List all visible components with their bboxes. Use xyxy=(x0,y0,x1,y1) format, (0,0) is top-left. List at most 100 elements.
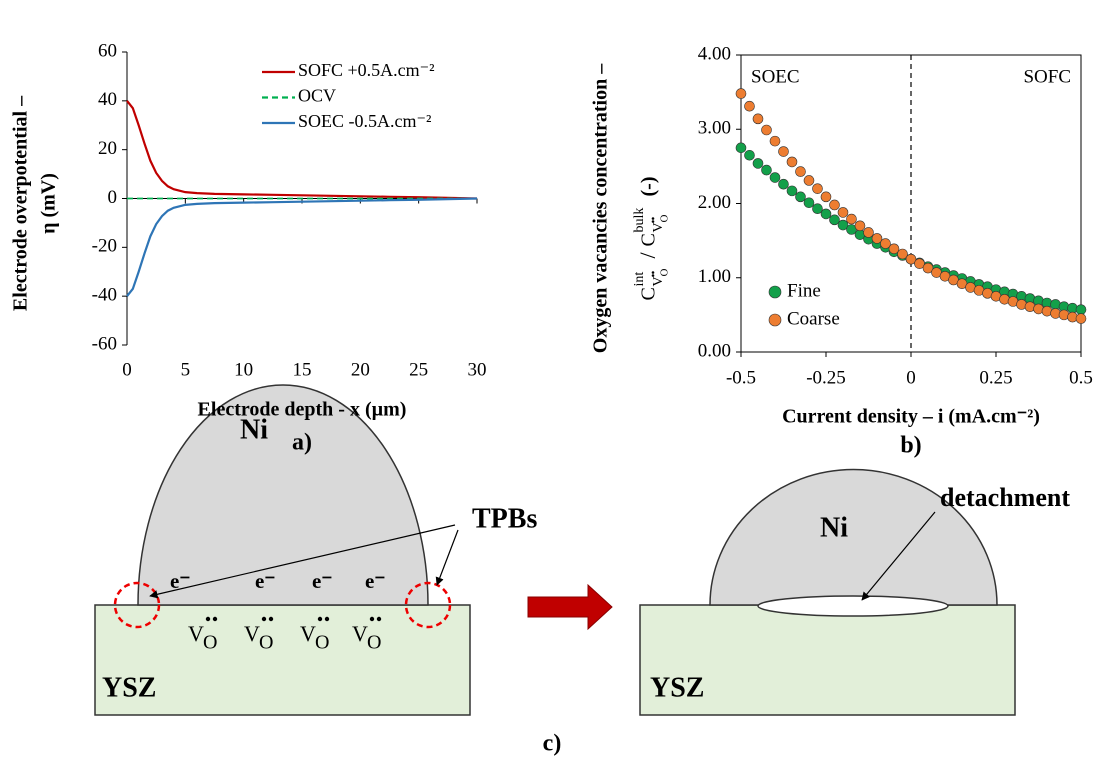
formula-part: V xyxy=(651,276,666,286)
vacancy-dot xyxy=(268,616,274,622)
panel-label: b) xyxy=(900,433,921,459)
tpb-circle xyxy=(404,581,452,629)
electron-label: e⁻ xyxy=(365,569,385,593)
y-axis-title: η (mV) xyxy=(38,173,60,234)
y-axis-title: Oxygen vacancies concentration – xyxy=(590,63,612,353)
series-line xyxy=(126,197,478,297)
data-point xyxy=(837,219,849,231)
data-point xyxy=(744,149,755,161)
ysz-block xyxy=(639,604,1016,716)
vacancy-dot xyxy=(212,616,218,622)
data-point xyxy=(761,124,772,136)
legend-label: SOEC -0.5A.cm⁻² xyxy=(298,111,431,131)
data-point xyxy=(846,213,857,225)
data-point xyxy=(863,227,874,238)
data-point xyxy=(905,253,917,265)
data-point xyxy=(795,191,806,203)
formula-part: O xyxy=(659,215,671,223)
panel-label: a) xyxy=(292,430,312,456)
y-tick-label: -60 xyxy=(92,333,117,354)
tpb-circle xyxy=(113,581,161,629)
vacancy-label: V xyxy=(300,621,316,646)
data-point xyxy=(829,199,840,211)
data-point xyxy=(880,238,891,249)
y-tick-label: 60 xyxy=(98,40,117,61)
formula-part: V xyxy=(651,222,666,232)
x-tick-label: 0.25 xyxy=(979,367,1012,388)
region-label: SOFC xyxy=(1023,66,1071,87)
data-point xyxy=(922,262,934,274)
ysz-label: YSZ xyxy=(650,672,704,703)
data-point xyxy=(752,158,764,169)
x-tick-label: 0.5 xyxy=(1069,367,1093,388)
detachment-label: detachment xyxy=(940,483,1070,512)
x-tick-label: 5 xyxy=(181,359,191,380)
legend-label: Fine xyxy=(787,280,821,301)
vacancy-label: V xyxy=(244,621,260,646)
data-point xyxy=(786,156,798,168)
vacancy-label: V xyxy=(188,621,204,646)
x-tick-label: 10 xyxy=(234,359,253,380)
panel-label: c) xyxy=(543,731,562,757)
data-point xyxy=(778,146,789,157)
y-tick-label: -40 xyxy=(92,285,117,306)
data-point xyxy=(888,243,900,255)
ysz-label: YSZ xyxy=(102,672,156,703)
y-tick-label: 20 xyxy=(98,138,117,159)
vacancy-subscript: O xyxy=(367,632,381,654)
data-point xyxy=(744,100,755,112)
x-tick-label: 25 xyxy=(409,359,428,380)
formula-dot xyxy=(651,271,655,274)
legend-label: OCV xyxy=(298,86,336,106)
formula-part: C xyxy=(638,287,660,300)
electron-label: e⁻ xyxy=(255,569,275,593)
ysz-block xyxy=(94,604,471,716)
legend-swatch xyxy=(768,313,782,327)
data-point xyxy=(1075,313,1087,324)
data-point xyxy=(761,164,772,176)
vacancy-subscript: O xyxy=(259,632,273,654)
data-point xyxy=(786,185,798,197)
arrow xyxy=(149,524,456,599)
series-line xyxy=(126,100,478,200)
data-point xyxy=(769,135,781,147)
y-tick-label: 0.00 xyxy=(698,340,731,361)
data-point xyxy=(735,142,747,154)
vacancy-dot xyxy=(261,616,267,622)
vacancy-label: V xyxy=(352,621,368,646)
data-point xyxy=(854,220,866,232)
data-point xyxy=(914,258,925,269)
vacancy-dot xyxy=(317,616,323,622)
vacancy-subscript: O xyxy=(315,632,329,654)
x-tick-label: -0.5 xyxy=(726,367,756,388)
x-tick-label: 15 xyxy=(293,359,312,380)
legend-swatch xyxy=(768,285,782,299)
data-point xyxy=(778,178,789,190)
data-point xyxy=(897,248,908,260)
formula-dot xyxy=(651,220,655,223)
data-point xyxy=(803,175,815,186)
transition-arrow xyxy=(527,583,613,631)
formula-part: / xyxy=(635,252,660,259)
data-point xyxy=(812,183,823,194)
electron-label: e⁻ xyxy=(312,569,332,593)
data-point xyxy=(820,191,832,203)
vacancy-dot xyxy=(369,616,375,622)
x-axis-title: Current density – i (mA.cm⁻²) xyxy=(782,406,1040,428)
diagram-left: Ni TPBs YSZ xyxy=(94,384,537,716)
x-tick-label: 0 xyxy=(122,359,132,380)
electron-label: e⁻ xyxy=(170,569,190,593)
ni-label: Ni xyxy=(240,414,268,445)
tpbs-label: TPBs xyxy=(472,503,537,534)
y-tick-label: 2.00 xyxy=(698,192,731,213)
vacancy-dot xyxy=(324,616,330,622)
diagram-right: Ni detachment YSZ xyxy=(639,468,1070,716)
data-point xyxy=(735,88,747,99)
formula-part: (-) xyxy=(638,177,660,197)
y-tick-label: 1.00 xyxy=(698,266,731,287)
data-point xyxy=(871,233,883,244)
x-tick-label: -0.25 xyxy=(806,367,846,388)
data-point xyxy=(795,166,806,177)
